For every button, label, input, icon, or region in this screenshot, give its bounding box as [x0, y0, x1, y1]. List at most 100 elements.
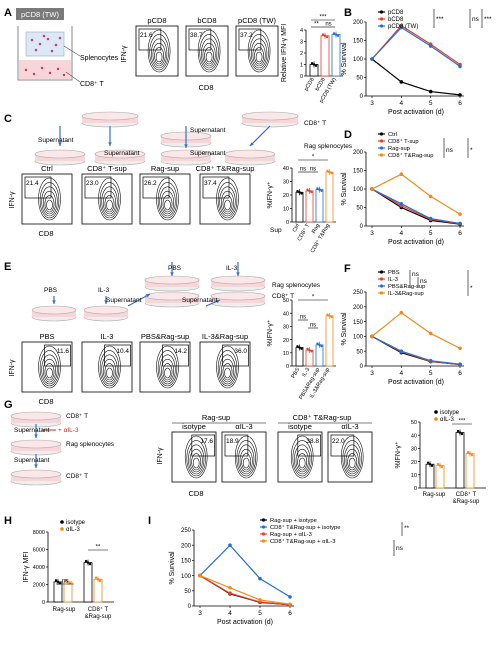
- flow-contour: [202, 42, 216, 67]
- diagram-label-rag-splenocytes: Rag splenocytes: [304, 143, 353, 150]
- y-tick-label: 1: [300, 63, 303, 69]
- flow-contour: [292, 440, 312, 477]
- y-tick-label: 100: [353, 187, 364, 193]
- x-tick-label: 6: [458, 370, 462, 377]
- diagram-label-il3-1: IL-3: [98, 287, 110, 294]
- data-dot: [310, 350, 313, 353]
- x-tick-label: PBS: [291, 367, 302, 380]
- flow-plot-title: PBS: [39, 332, 54, 341]
- x-tick-label: Rag-sup: [423, 492, 446, 498]
- flow-x-label: CD8: [38, 229, 53, 238]
- flow-contour: [159, 354, 176, 385]
- series-line: [199, 544, 291, 598]
- data-dot: [428, 463, 432, 466]
- x-tick-label: 4: [400, 370, 404, 377]
- flow-gate: [24, 176, 52, 199]
- arrow-head: [250, 142, 254, 146]
- flow-contour: [164, 367, 171, 379]
- significance-mark: *: [470, 285, 473, 292]
- significance-mark: ***: [436, 16, 444, 23]
- panel-letter-e: E: [4, 261, 11, 273]
- panel-f-line-chart: 0 50 100 150 200 250 % Survival 3 4 5 6 Post activa…: [341, 270, 473, 386]
- flow-contour: [247, 29, 271, 73]
- series-line: [371, 24, 461, 66]
- bar: [83, 562, 93, 603]
- flow-contour: [347, 453, 358, 471]
- flow-contour: [224, 367, 231, 379]
- y-tick-label: 0: [286, 364, 289, 370]
- flow-contour: [221, 358, 235, 383]
- y-axis-label: %IFN-γ⁺: [267, 181, 274, 208]
- arrow-head: [58, 142, 62, 146]
- x-tick-label: 5: [258, 610, 262, 617]
- data-dot: [336, 34, 340, 37]
- y-tick-label: 6000: [33, 548, 45, 554]
- flow-gate-value: 36.0: [234, 348, 247, 355]
- x-tick-label: 6: [288, 610, 292, 617]
- y-tick-label: 150: [353, 169, 364, 175]
- flow-contour: [255, 51, 263, 63]
- legend-label: αIL-3: [440, 417, 454, 423]
- data-dot: [328, 314, 331, 318]
- y-tick-label: 40: [283, 311, 289, 317]
- flow-contour: [161, 190, 175, 215]
- y-tick-label: 4000: [33, 565, 45, 571]
- panel-letter-h: H: [4, 515, 12, 527]
- legend-marker: [379, 24, 384, 28]
- flow-plot-title: PBS&Rag-sup: [141, 332, 189, 341]
- y-tick-label: 200: [353, 150, 364, 156]
- flow-contour: [41, 354, 58, 385]
- y-tick-label: 2: [300, 51, 303, 57]
- dish-top: [224, 149, 276, 159]
- legend-marker: [379, 291, 384, 295]
- flow-contour: [344, 444, 361, 475]
- series-line: [371, 188, 461, 225]
- data-dot: [306, 347, 309, 351]
- significance-mark: **: [96, 545, 101, 551]
- flow-plot-title: αIL-3: [341, 422, 358, 431]
- series-line: [371, 188, 461, 225]
- data-dot: [96, 578, 100, 581]
- x-tick-label: Rag-sup: [53, 607, 76, 613]
- panel-letter-b: B: [344, 7, 352, 19]
- arrow-head: [146, 294, 150, 298]
- flow-contour: [39, 350, 60, 387]
- data-point: [399, 310, 404, 315]
- legend-label: Rag-sup + isotype: [270, 518, 317, 524]
- data-point: [399, 202, 404, 206]
- data-dot: [300, 192, 303, 195]
- flow-contour: [152, 42, 166, 67]
- x-tick-label: Ctrl: [292, 223, 301, 233]
- x-tick-label: 6: [458, 100, 462, 107]
- flow-contour: [157, 350, 178, 387]
- flow-gate-value: 38.8: [306, 438, 319, 445]
- flow-y-label: IFN-γ: [157, 447, 164, 465]
- y-tick-label: 50: [283, 298, 289, 304]
- significance-mark: ***: [458, 419, 466, 425]
- bar: [320, 35, 330, 77]
- series-line: [199, 575, 291, 606]
- data-dot: [326, 169, 329, 173]
- legend-label: Rag-sup: [388, 146, 410, 152]
- data-point: [458, 93, 462, 97]
- diagram-label-supernatant-4: Supernatant: [190, 150, 226, 157]
- flow-contour: [104, 363, 115, 381]
- legend-label: CD8⁺ T&Rag-sup + αIL-3: [270, 538, 335, 545]
- diagram-label-g-cd8: CD8⁺ T: [66, 413, 88, 420]
- x-axis-label: Post activation (d): [388, 379, 444, 386]
- data-dot: [468, 452, 472, 455]
- legend-marker: [60, 527, 64, 531]
- flow-plot-title: bCD8: [197, 16, 216, 25]
- y-axis-label: IFN-γ MFI: [23, 551, 30, 582]
- flow-contour: [254, 47, 264, 65]
- legend-label: Rag-sup + αIL-3: [270, 532, 312, 538]
- flow-contour: [236, 440, 256, 477]
- flow-contour: [197, 29, 221, 73]
- y-axis-label: % Survival: [341, 42, 348, 76]
- flow-contour: [161, 358, 175, 383]
- y-tick-label: 0: [188, 604, 192, 610]
- flow-y-label: IFN-γ: [9, 359, 16, 377]
- flow-contour: [249, 34, 269, 71]
